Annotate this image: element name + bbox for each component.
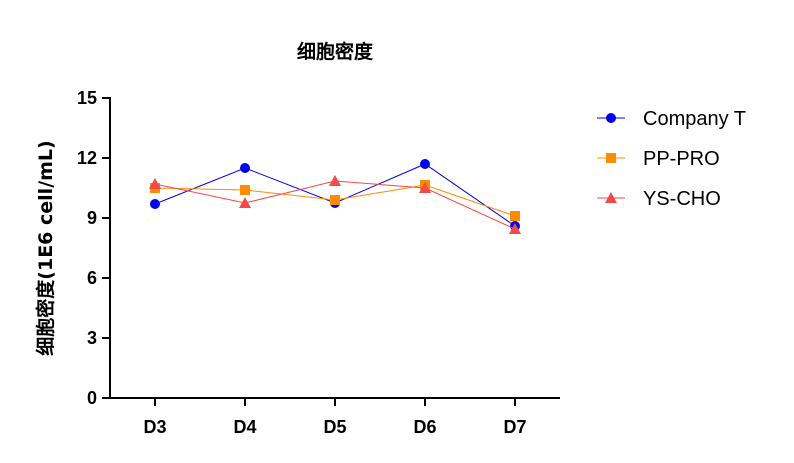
data-point [240,185,250,195]
x-tick-label: D7 [503,417,526,437]
data-point [240,163,250,173]
x-tick-label: D5 [323,417,346,437]
data-point [420,159,430,169]
y-tick-label: 15 [77,88,97,108]
data-point [419,182,431,193]
legend-item: PP-PRO [597,148,720,170]
y-tick-label: 6 [87,268,97,288]
y-axis-label: 细胞密度(1E6 cell/mL) [34,140,57,355]
legend-marker [605,192,617,203]
series-layer [149,159,521,234]
data-point [149,178,161,189]
data-point [150,199,160,209]
series-pp-pro [150,180,520,221]
y-tick-label: 0 [87,388,97,408]
y-tick-label: 9 [87,208,97,228]
data-point [509,223,521,234]
legend-label: Company T [643,108,746,130]
legend: Company T PP-PRO YS-CHO [597,108,746,210]
legend-label: YS-CHO [643,188,721,210]
legend-label: PP-PRO [643,148,720,170]
x-tick-label: D6 [413,417,436,437]
y-tick-label: 12 [77,148,97,168]
series-ys-cho [149,175,521,234]
legend-item: Company T [597,108,746,130]
data-point [329,175,341,186]
chart-title: 细胞密度 [297,40,374,63]
legend-item: YS-CHO [597,188,721,210]
x-tick-label: D3 [143,417,166,437]
y-tick-label: 3 [87,328,97,348]
legend-marker [606,153,616,163]
data-point [239,197,251,208]
data-point [510,211,520,221]
x-tick-label: D4 [233,417,256,437]
legend-marker [606,113,616,123]
data-point [330,195,340,205]
axes: 0 3 6 9 12 15 D3 D4 D5 D6 D7 [77,88,560,437]
